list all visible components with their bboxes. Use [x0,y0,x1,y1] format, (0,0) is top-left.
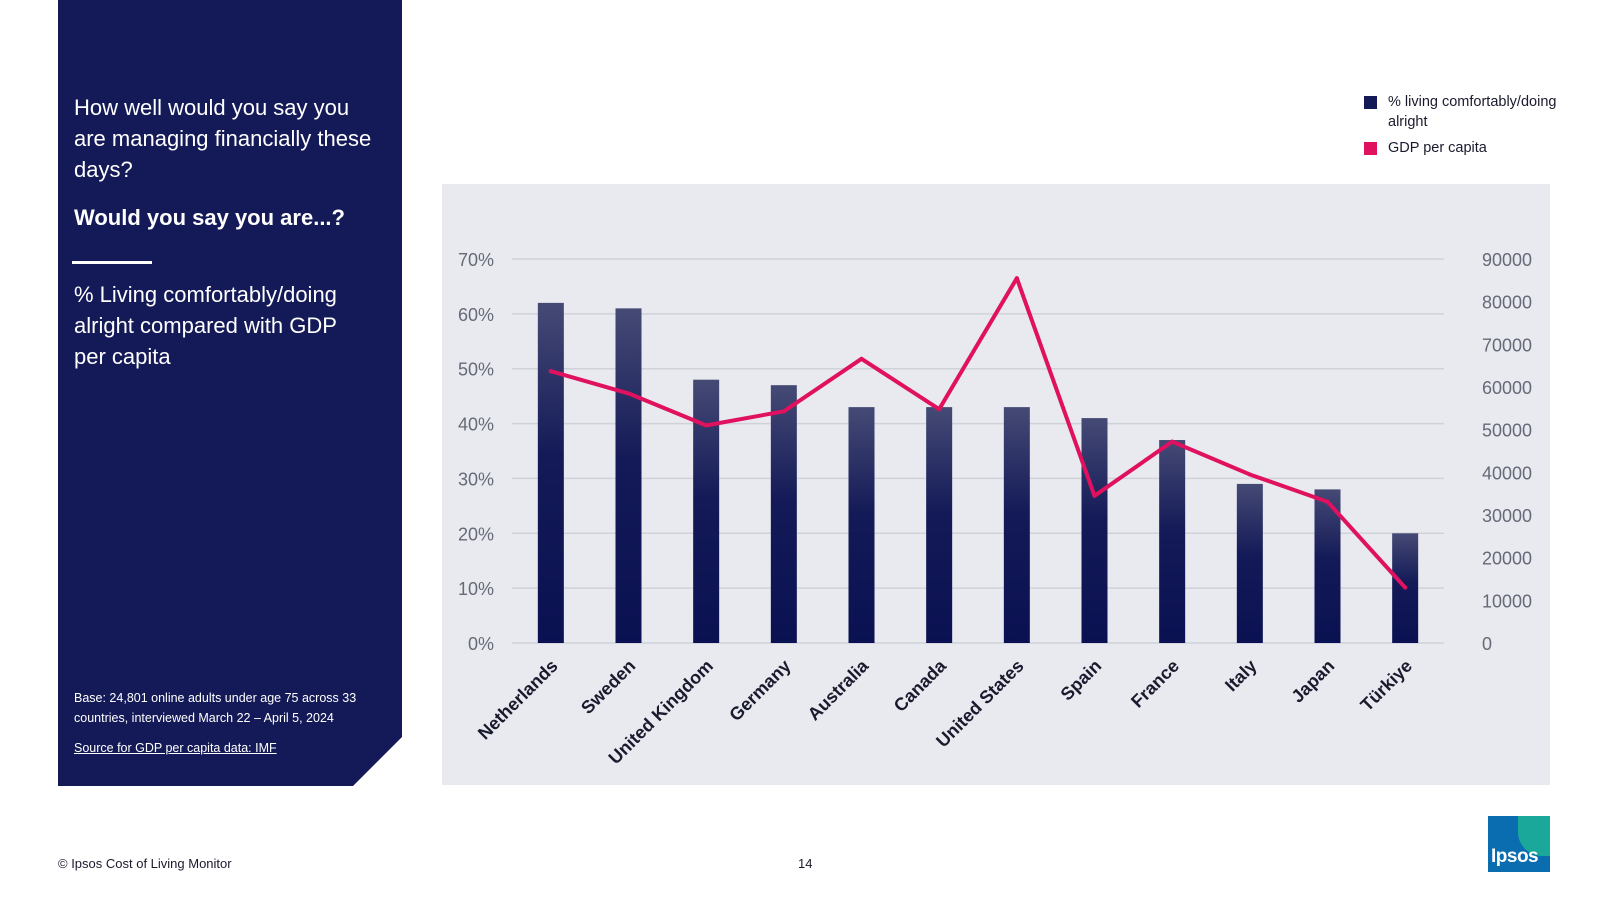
gdp-point [937,407,942,412]
bar [1081,418,1108,643]
bar [537,302,564,643]
bar [848,407,875,643]
divider [72,261,152,264]
legend-item-line: GDP per capita [1364,138,1594,158]
gdp-point [548,369,553,374]
gdp-point [1325,499,1330,504]
y-left-tick-label: 0% [468,634,494,654]
legend-label-bars: % living comfortably/doing alright [1388,94,1557,130]
side-panel: How well would you say you are managing … [58,0,402,786]
y-left-tick-label: 40% [458,415,494,435]
base-note: Base: 24,801 online adults under age 75 … [74,691,357,725]
y-left-tick-label: 50% [458,360,494,380]
measure-text: % Living comfortably/doing alright compa… [74,282,337,369]
ipsos-logo: Ipsos [1488,816,1550,872]
bar [615,308,642,643]
x-category-label: Germany [725,656,794,725]
x-category-label: Netherlands [474,656,562,744]
y-left-tick-label: 30% [458,469,494,489]
x-category-label: Spain [1057,656,1106,705]
legend-item-bars: % living comfortably/doing alright [1364,92,1594,132]
gdp-point [1170,439,1175,444]
question-text: How well would you say you are managing … [74,95,372,182]
gdp-point [1247,472,1252,477]
x-category-label: Canada [890,655,951,716]
x-category-label: Sweden [577,656,639,718]
y-right-tick-label: 0 [1482,634,1492,654]
gdp-point [1092,493,1097,498]
gdp-point [626,391,631,396]
x-category-label: Japan [1287,656,1338,707]
gdp-point [1403,585,1408,590]
bar [1236,483,1263,643]
bar [926,407,953,643]
gdp-line [548,276,1408,590]
gdp-point [1014,276,1019,281]
x-category-label: France [1127,656,1183,712]
chart-legend: % living comfortably/doing alright GDP p… [1364,92,1594,164]
logo-text: Ipsos [1491,846,1539,867]
y-left-tick-label: 20% [458,524,494,544]
bar [1003,407,1030,643]
source-link[interactable]: Source for GDP per capita data: IMF [74,741,277,755]
y-right-tick-label: 50000 [1482,421,1532,441]
bar [770,385,797,643]
y-right-tick-label: 40000 [1482,463,1532,483]
y-right-tick-label: 30000 [1482,506,1532,526]
footer-copyright: © Ipsos Cost of Living Monitor [58,856,232,871]
x-category-label: Türkiye [1357,656,1416,715]
legend-swatch-line [1364,142,1377,155]
y-right-tick-label: 60000 [1482,378,1532,398]
gdp-point [704,423,709,428]
y-right-tick-label: 20000 [1482,549,1532,569]
page-number: 14 [798,856,813,871]
x-category-label: Italy [1221,656,1261,696]
y-right-tick-label: 10000 [1482,591,1532,611]
y-right-tick-label: 90000 [1482,250,1532,270]
bar [1159,440,1186,643]
combo-chart: 0% 10% 20% 30% 40% 50% 60% 70% 0 10000 20000 30000 4… [458,250,1532,768]
y-left-tick-label: 10% [458,579,494,599]
legend-label-line: GDP per capita [1388,140,1487,156]
y-left-tick-label: 60% [458,305,494,325]
y-right-tick-label: 80000 [1482,293,1532,313]
bar [693,379,720,643]
x-category-label: Australia [804,655,873,724]
sub-question-text: Would you say you are...? [74,205,345,230]
gdp-point [781,409,786,414]
chart-area: 0% 10% 20% 30% 40% 50% 60% 70% 0 10000 20000 30000 4… [442,184,1550,785]
legend-swatch-bars [1364,96,1377,109]
y-right-tick-label: 70000 [1482,335,1532,355]
y-left-tick-label: 70% [458,250,494,270]
gdp-point [859,356,864,361]
bar [1314,489,1341,643]
